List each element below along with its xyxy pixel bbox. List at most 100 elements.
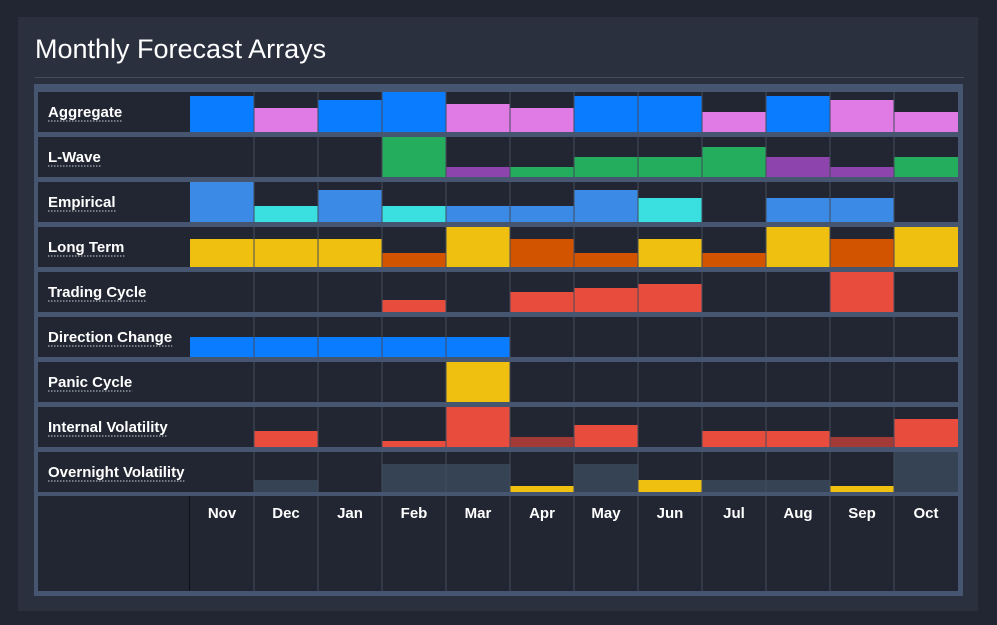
grid-cell	[638, 317, 702, 357]
row-label: Overnight Volatility	[48, 464, 185, 481]
forecast-bar	[254, 337, 318, 357]
forecast-bar	[638, 239, 702, 267]
month-label: Nov	[208, 505, 237, 522]
forecast-bar	[382, 137, 446, 177]
grid-cell	[510, 317, 574, 357]
forecast-bar	[830, 239, 894, 267]
month-label: Apr	[529, 505, 555, 522]
forecast-bar	[638, 480, 702, 492]
forecast-bar	[446, 464, 510, 492]
forecast-bar	[190, 182, 254, 222]
grid-cell	[766, 272, 830, 312]
month-label: May	[591, 505, 621, 522]
forecast-bar	[446, 407, 510, 447]
forecast-bar	[830, 437, 894, 447]
month-label: Sep	[848, 505, 876, 522]
row-label: Aggregate	[48, 104, 122, 121]
grid-cell	[830, 452, 894, 492]
forecast-bar	[894, 112, 958, 132]
forecast-bar	[446, 227, 510, 267]
forecast-bar	[894, 157, 958, 177]
grid-cell	[254, 272, 318, 312]
forecast-bar	[382, 206, 446, 222]
forecast-bar	[446, 104, 510, 132]
forecast-bar	[638, 157, 702, 177]
grid-cell	[510, 362, 574, 402]
forecast-bar	[638, 96, 702, 132]
grid-cell	[318, 137, 382, 177]
forecast-bar	[510, 239, 574, 267]
grid-cell	[766, 317, 830, 357]
forecast-bar	[702, 147, 766, 177]
forecast-bar	[766, 431, 830, 447]
row-label-cell	[38, 227, 190, 267]
grid-cell	[190, 407, 254, 447]
grid-cell	[894, 272, 958, 312]
month-label: Jun	[657, 505, 684, 522]
forecast-bar	[318, 190, 382, 222]
forecast-bar	[638, 284, 702, 312]
row-label-cell	[38, 407, 190, 447]
grid-cell	[190, 272, 254, 312]
grid-cell	[254, 137, 318, 177]
forecast-bar	[574, 288, 638, 312]
row-label: Trading Cycle	[48, 284, 146, 301]
month-label: Feb	[401, 505, 428, 522]
row-label-cell	[38, 92, 190, 132]
forecast-bar	[318, 100, 382, 132]
month-label: Jul	[723, 505, 745, 522]
forecast-bar	[574, 425, 638, 447]
month-label: Jan	[337, 505, 363, 522]
forecast-bar	[894, 452, 958, 492]
row-label: Direction Change	[48, 329, 172, 346]
forecast-bar	[382, 337, 446, 357]
axis-corner-cell	[38, 496, 190, 591]
forecast-bar	[254, 206, 318, 222]
grid-cell	[190, 137, 254, 177]
grid-cell	[318, 272, 382, 312]
forecast-bar	[766, 198, 830, 222]
forecast-bar	[830, 198, 894, 222]
row-label-cell	[38, 272, 190, 312]
forecast-bar	[382, 441, 446, 447]
forecast-bar	[830, 272, 894, 312]
month-label: Dec	[272, 505, 300, 522]
forecast-bar	[254, 480, 318, 492]
forecast-grid: Aggregate L-Wave Empirical Long Term Trading…	[34, 84, 963, 596]
row-label-cell	[38, 317, 190, 357]
forecast-bar	[830, 167, 894, 177]
forecast-bar	[766, 157, 830, 177]
row-label: Panic Cycle	[48, 374, 132, 391]
grid-cell	[766, 362, 830, 402]
forecast-bar	[254, 239, 318, 267]
row-label: L-Wave	[48, 149, 101, 166]
grid-cell	[894, 362, 958, 402]
forecast-bar	[510, 167, 574, 177]
forecast-bar	[190, 239, 254, 267]
forecast-bar	[190, 96, 254, 132]
forecast-bar	[574, 96, 638, 132]
grid-cell	[190, 452, 254, 492]
grid-cell	[702, 182, 766, 222]
grid-cell	[510, 452, 574, 492]
forecast-bar	[702, 253, 766, 267]
forecast-bar	[446, 206, 510, 222]
grid-cell	[574, 362, 638, 402]
forecast-bar	[894, 419, 958, 447]
grid-cell	[702, 362, 766, 402]
forecast-bar	[382, 253, 446, 267]
grid-cell	[446, 272, 510, 312]
row-label: Long Term	[48, 239, 124, 256]
forecast-bar	[574, 464, 638, 492]
month-label: Oct	[913, 505, 938, 522]
grid-cell	[318, 407, 382, 447]
grid-cell	[702, 272, 766, 312]
grid-cell	[638, 362, 702, 402]
forecast-bar	[254, 108, 318, 132]
forecast-bar	[574, 253, 638, 267]
grid-cell	[830, 317, 894, 357]
forecast-bar	[382, 300, 446, 312]
forecast-bar	[510, 206, 574, 222]
forecast-bar	[446, 337, 510, 357]
grid-cell	[190, 362, 254, 402]
